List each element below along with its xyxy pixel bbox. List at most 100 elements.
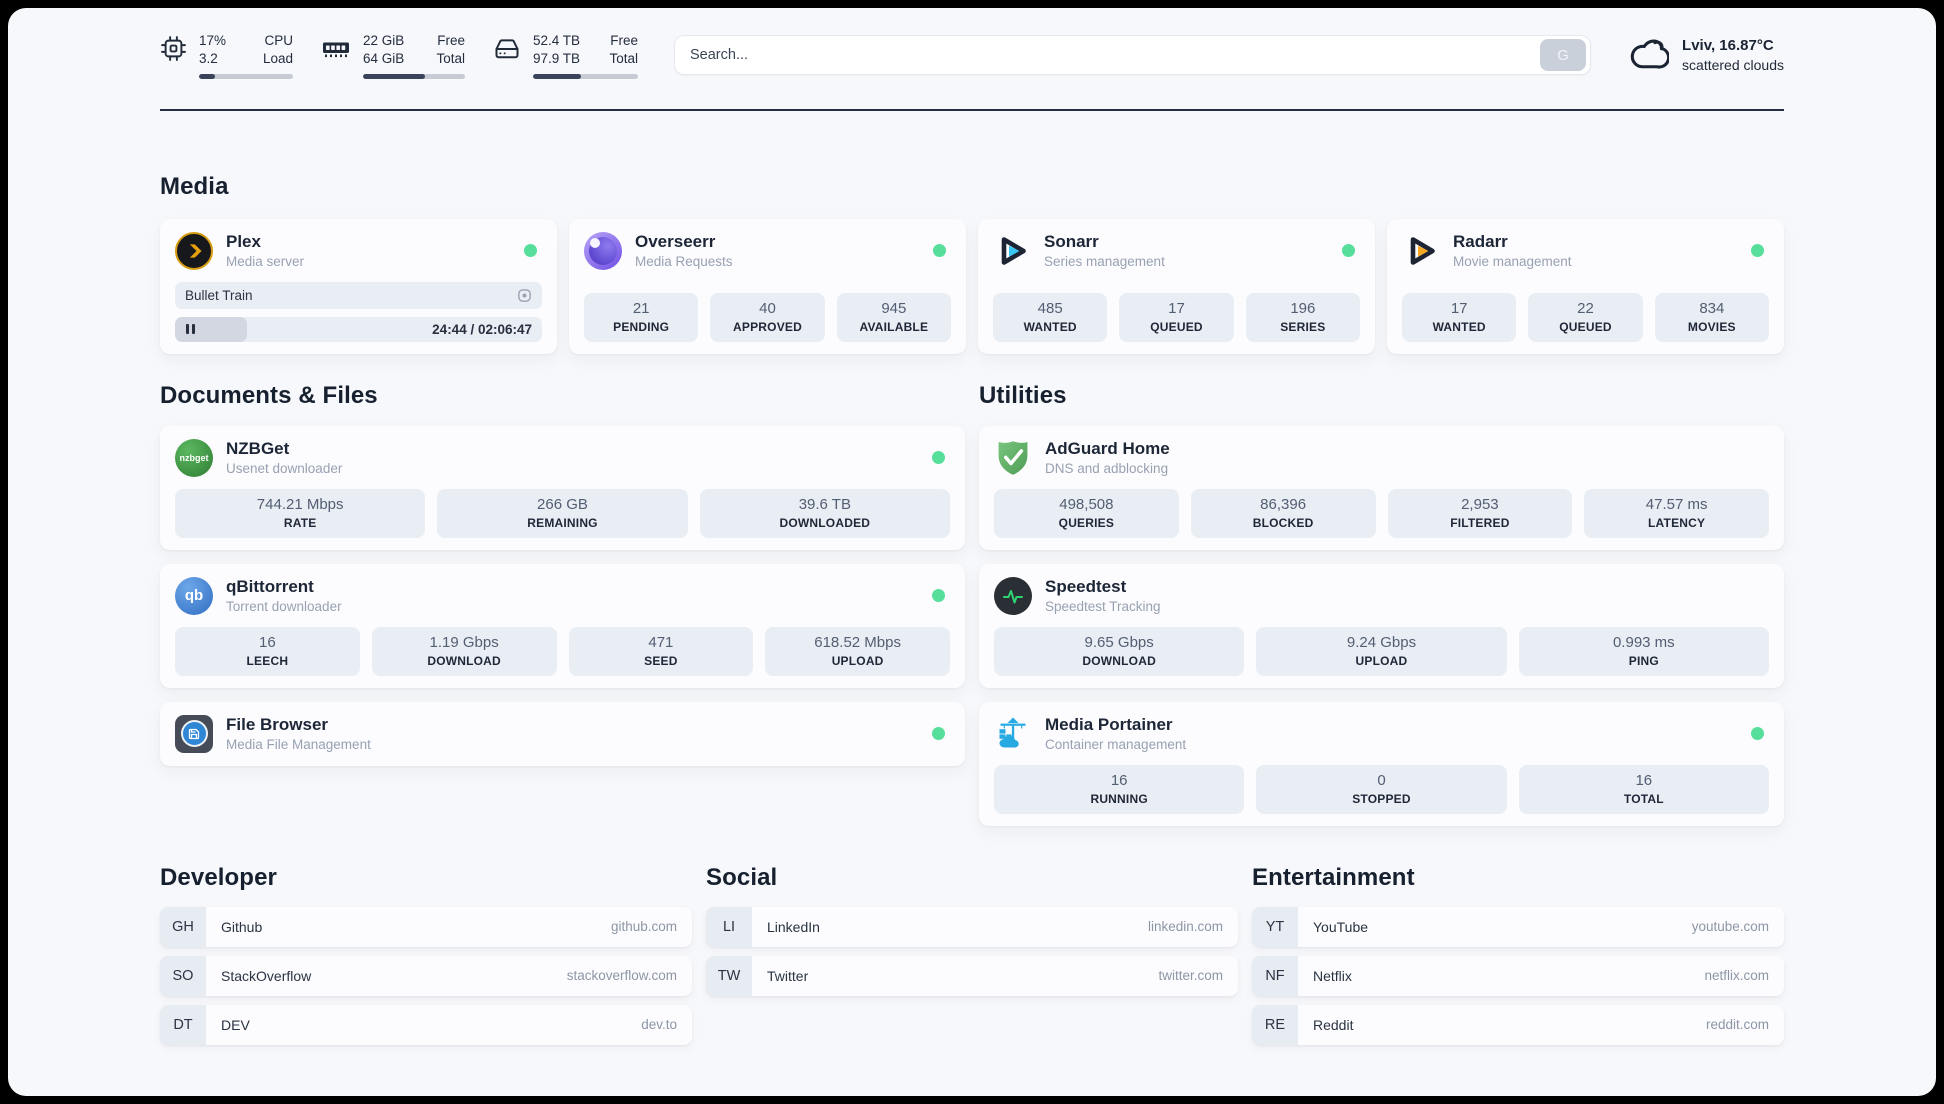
- section-title-social: Social: [706, 863, 778, 891]
- disk-progress-fill: [533, 73, 582, 79]
- stat-box-approved: 40 APPROVED: [710, 292, 825, 342]
- playback-progress-bar[interactable]: 24:44 / 02:06:47: [175, 316, 542, 342]
- cloud-icon: [1627, 35, 1671, 76]
- search-engine-button[interactable]: G: [1540, 39, 1587, 72]
- app-card-filebrowser[interactable]: File Browser Media File Management: [160, 701, 965, 766]
- app-title: qBittorrent: [226, 576, 314, 596]
- stat-box-upload: 618.52 Mbps UPLOAD: [765, 626, 950, 676]
- stat-box-wanted: 485 WANTED: [993, 292, 1108, 342]
- bookmark-url: github.com: [610, 919, 677, 935]
- search-bar: G: [674, 35, 1592, 76]
- bookmark-abbr: YT: [1252, 906, 1298, 947]
- bookmark-name: Github: [221, 918, 263, 935]
- app-card-radarr[interactable]: Radarr Movie management 17 WANTED 22 QUE…: [1387, 218, 1784, 354]
- bookmark-dev[interactable]: DT DEV dev.to: [160, 1004, 692, 1045]
- app-card-sonarr[interactable]: Sonarr Series management 485 WANTED 17 Q…: [978, 218, 1375, 354]
- top-bar: 17% 3.2 CPU Load: [160, 8, 1784, 79]
- bookmark-twitter[interactable]: TW Twitter twitter.com: [706, 955, 1238, 996]
- stat-box-remaining: 266 GB REMAINING: [437, 488, 688, 538]
- bookmark-url: linkedin.com: [1147, 919, 1223, 935]
- disk-stat: 52.4 TB 97.9 TB Free Total: [493, 32, 638, 79]
- app-card-overseerr[interactable]: Overseerr Media Requests 21 PENDING 40 A…: [569, 218, 966, 354]
- overseerr-icon: [584, 231, 622, 270]
- stat-box-movies: 834 MOVIES: [1654, 292, 1769, 342]
- app-title: NZBGet: [226, 438, 290, 458]
- app-desc: Movie management: [1453, 254, 1572, 270]
- bookmark-name: Netflix: [1313, 967, 1352, 984]
- app-card-nzbget[interactable]: nzbget NZBGet Usenet downloader 744.21 M…: [160, 425, 965, 550]
- cpu-values: 17% 3.2: [199, 33, 227, 66]
- bookmark-abbr: LI: [706, 906, 752, 947]
- weather-location-temp: Lviv, 16.87°C: [1682, 36, 1774, 54]
- app-card-portainer[interactable]: Media Portainer Container management 16 …: [979, 701, 1784, 826]
- stat-box-pending: 21 PENDING: [584, 292, 699, 342]
- app-title: Sonarr: [1044, 231, 1099, 251]
- bookmark-stackoverflow[interactable]: SO StackOverflow stackoverflow.com: [160, 955, 692, 996]
- bookmark-github[interactable]: GH Github github.com: [160, 906, 692, 947]
- disk-labels: Free Total: [609, 33, 638, 66]
- memory-values: 22 GiB 64 GiB: [363, 33, 405, 66]
- bookmark-abbr: SO: [160, 955, 206, 996]
- cpu-icon: [160, 32, 187, 67]
- bookmark-abbr: GH: [160, 906, 206, 947]
- app-card-plex[interactable]: Plex Media server Bullet Train: [160, 218, 557, 354]
- sonarr-icon: [993, 232, 1031, 270]
- app-title: Media Portainer: [1045, 714, 1173, 734]
- app-title: AdGuard Home: [1045, 438, 1170, 458]
- app-desc: Media Requests: [635, 254, 733, 270]
- cpu-stat: 17% 3.2 CPU Load: [160, 32, 293, 79]
- bookmark-name: LinkedIn: [767, 918, 820, 935]
- stat-box-blocked: 86,396 BLOCKED: [1190, 488, 1376, 538]
- sessions-icon[interactable]: [517, 288, 532, 303]
- weather-condition: scattered clouds: [1682, 56, 1784, 73]
- stat-box-queries: 498,508 QUERIES: [994, 488, 1179, 538]
- status-dot: [1751, 244, 1764, 258]
- system-stats: 17% 3.2 CPU Load: [160, 32, 638, 79]
- status-dot: [932, 451, 945, 465]
- status-dot: [932, 727, 945, 741]
- stat-box-upload: 9.24 Gbps UPLOAD: [1256, 626, 1507, 676]
- bookmark-abbr: RE: [1252, 1004, 1298, 1045]
- search-input[interactable]: [675, 36, 1541, 75]
- ram-icon: [321, 32, 351, 67]
- bookmark-url: netflix.com: [1704, 968, 1769, 984]
- bookmark-url: stackoverflow.com: [566, 968, 677, 984]
- stat-box-latency: 47.57 ms LATENCY: [1584, 488, 1769, 538]
- app-desc: Media server: [226, 254, 305, 270]
- app-card-adguard[interactable]: AdGuard Home DNS and adblocking 498,508 …: [979, 425, 1784, 550]
- bookmark-youtube[interactable]: YT YouTube youtube.com: [1252, 906, 1784, 947]
- pause-icon[interactable]: [186, 324, 195, 335]
- stat-box-wanted: 17 WANTED: [1402, 292, 1517, 342]
- bookmark-linkedin[interactable]: LI LinkedIn linkedin.com: [706, 906, 1238, 947]
- app-desc: DNS and adblocking: [1045, 461, 1169, 477]
- app-desc: Usenet downloader: [226, 461, 343, 477]
- bookmark-url: twitter.com: [1158, 968, 1223, 984]
- section-title-entertainment: Entertainment: [1252, 863, 1415, 891]
- app-desc: Torrent downloader: [226, 599, 342, 615]
- section-title-media: Media: [160, 172, 229, 200]
- bookmarks-entertainment: Entertainment YT YouTube youtube.com NF …: [1252, 864, 1784, 1045]
- app-card-qbittorrent[interactable]: qb qBittorrent Torrent downloader 16 LEE…: [160, 563, 965, 688]
- bookmark-url: youtube.com: [1691, 919, 1769, 935]
- memory-progress-bar: [363, 73, 465, 79]
- bookmark-reddit[interactable]: RE Reddit reddit.com: [1252, 1004, 1784, 1045]
- memory-progress-fill: [363, 73, 426, 79]
- header-divider: [160, 108, 1784, 111]
- speedtest-icon: [994, 576, 1032, 615]
- disk-values: 52.4 TB 97.9 TB: [533, 33, 581, 66]
- stat-box-download: 9.65 Gbps DOWNLOAD: [994, 626, 1245, 676]
- stat-box-queued: 17 QUEUED: [1119, 292, 1234, 342]
- now-playing-title: Bullet Train: [185, 287, 253, 303]
- app-title: Speedtest: [1045, 576, 1127, 596]
- section-title-developer: Developer: [160, 863, 277, 891]
- app-title: Plex: [226, 231, 261, 251]
- plex-icon: [175, 231, 213, 270]
- bookmark-name: Reddit: [1313, 1016, 1354, 1033]
- bookmark-netflix[interactable]: NF Netflix netflix.com: [1252, 955, 1784, 996]
- bookmarks-social: Social LI LinkedIn linkedin.com TW Twitt…: [706, 864, 1238, 1045]
- stat-box-seed: 471 SEED: [568, 626, 754, 676]
- nzbget-icon: nzbget: [175, 438, 213, 477]
- stat-box-series: 196 SERIES: [1245, 292, 1360, 342]
- app-card-speedtest[interactable]: Speedtest Speedtest Tracking 9.65 Gbps D…: [979, 563, 1784, 688]
- weather-widget[interactable]: Lviv, 16.87°C scattered clouds: [1627, 35, 1784, 76]
